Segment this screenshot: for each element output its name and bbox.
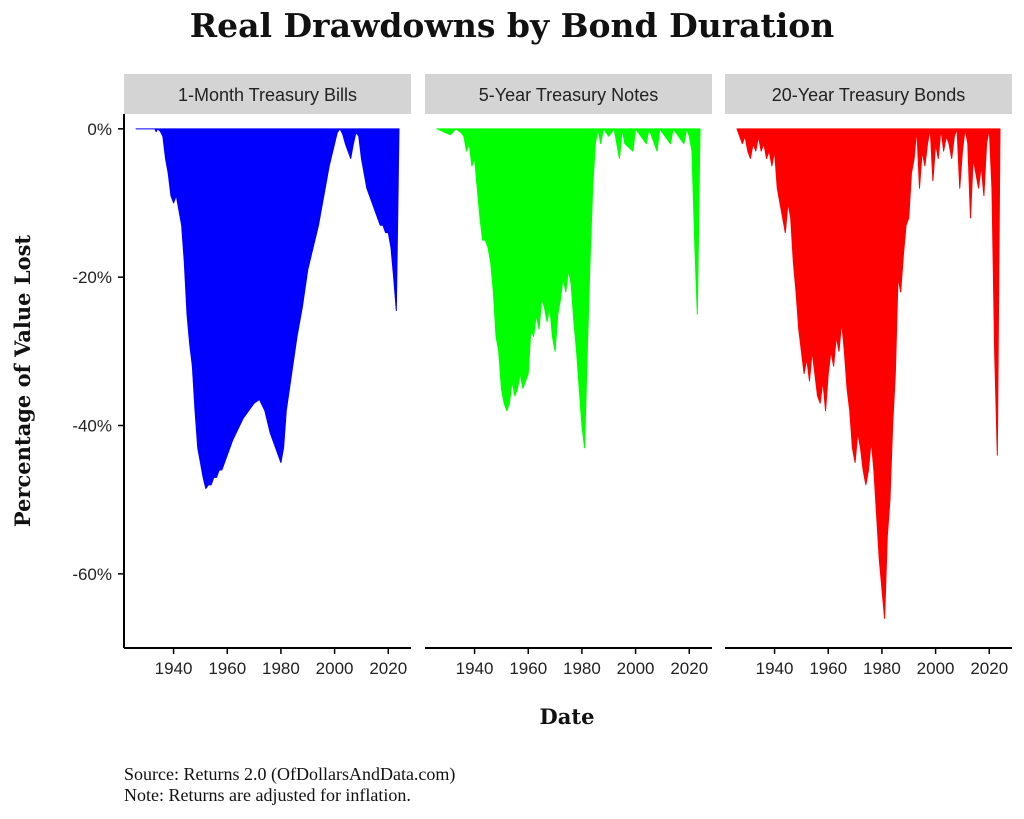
y-tick-label: -40% <box>72 417 112 436</box>
facet-strip <box>124 74 411 114</box>
x-tick-label: 1980 <box>563 659 601 678</box>
chart-title: Real Drawdowns by Bond Duration <box>189 6 835 45</box>
x-tick-label: 1960 <box>509 659 547 678</box>
x-tick-label: 1960 <box>809 659 847 678</box>
facet-strip <box>425 74 712 114</box>
y-tick-label: 0% <box>87 120 112 139</box>
y-axis-title: Percentage of Value Lost <box>10 235 35 528</box>
facet-strip-label: 5-Year Treasury Notes <box>479 85 658 105</box>
drawdown-area <box>436 128 701 449</box>
source-note: Source: Returns 2.0 (OfDollarsAndData.co… <box>124 764 456 784</box>
x-tick-label: 2020 <box>369 659 407 678</box>
inflation-note: Note: Returns are adjusted for inflation… <box>124 785 411 805</box>
drawdown-area <box>736 128 1001 619</box>
x-tick-label: 2000 <box>917 659 955 678</box>
x-tick-label: 2020 <box>970 659 1008 678</box>
facet-strip <box>725 74 1012 114</box>
facet-panel: 1-Month Treasury Bills 1940 1960 1980 2000 20… <box>124 74 411 678</box>
x-tick-label: 1980 <box>863 659 901 678</box>
facet-strip-label: 1-Month Treasury Bills <box>178 85 357 105</box>
facet-panel: 5-Year Treasury Notes 1940 1960 1980 2000 202… <box>425 74 712 678</box>
facet-panel: 20-Year Treasury Bonds 1940 1960 1980 2000 20… <box>725 74 1012 678</box>
x-tick-label: 1980 <box>262 659 300 678</box>
x-axis-title: Date <box>540 704 595 729</box>
drawdown-area <box>135 128 400 490</box>
y-tick-label: -60% <box>72 565 112 584</box>
x-tick-label: 2000 <box>617 659 655 678</box>
x-tick-label: 2020 <box>670 659 708 678</box>
facet-strip-label: 20-Year Treasury Bonds <box>772 85 965 105</box>
x-tick-label: 1940 <box>155 659 193 678</box>
x-tick-label: 1940 <box>456 659 494 678</box>
y-tick-label: -20% <box>72 268 112 287</box>
y-axis: 0% -20% -40% -60% <box>72 114 125 648</box>
x-tick-label: 2000 <box>316 659 354 678</box>
x-tick-label: 1940 <box>756 659 794 678</box>
x-tick-label: 1960 <box>208 659 246 678</box>
